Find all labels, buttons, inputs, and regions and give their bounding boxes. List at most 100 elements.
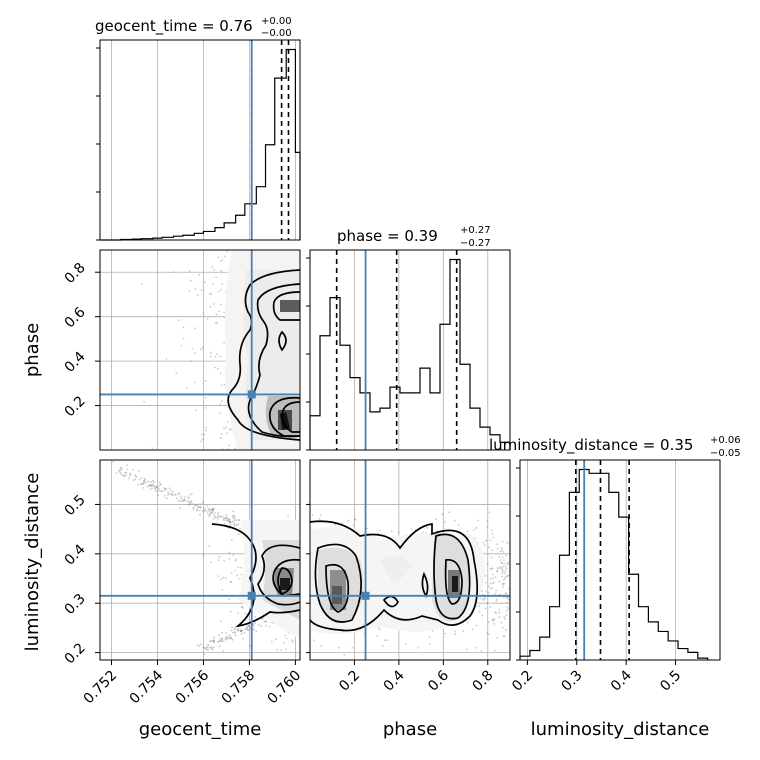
sample-point <box>233 627 236 629</box>
sample-point <box>230 539 233 541</box>
sample-point <box>200 348 202 351</box>
panel-phase-hist: phase = 0.39 +0.27 −0.27 <box>306 225 511 451</box>
sample-point <box>228 519 231 522</box>
sample-point <box>240 630 242 632</box>
sample-point <box>217 575 220 577</box>
title-plus: +0.00 <box>261 16 292 27</box>
panel-border <box>99 459 301 661</box>
sample-point <box>225 632 227 634</box>
sample-point <box>144 479 146 481</box>
sample-point <box>123 475 125 477</box>
sample-point <box>169 489 172 492</box>
sample-point <box>217 512 220 514</box>
sample-point <box>129 473 132 476</box>
sample-point <box>501 569 504 571</box>
panel-title: luminosity_distance = 0.35 <box>489 436 693 455</box>
sample-point <box>354 518 356 521</box>
sample-point <box>206 505 209 508</box>
sample-point <box>506 597 509 599</box>
sample-point <box>207 644 209 646</box>
sample-point <box>212 641 215 643</box>
sample-point <box>232 517 235 519</box>
sample-point <box>225 426 228 429</box>
sample-point <box>486 520 488 523</box>
sample-point <box>386 639 389 642</box>
sample-point <box>228 518 231 521</box>
sample-point <box>494 576 497 578</box>
sample-point <box>227 520 230 523</box>
sample-point <box>498 609 501 611</box>
sample-point <box>194 505 196 507</box>
truth-marker <box>361 591 370 600</box>
sample-point <box>223 316 226 319</box>
x-tick-label: 0.2 <box>336 668 363 695</box>
sample-point <box>151 447 154 449</box>
sample-point <box>242 637 245 640</box>
sample-point <box>500 567 503 570</box>
sample-point <box>120 468 122 471</box>
sample-point <box>219 436 222 439</box>
title-minus: −0.05 <box>710 448 741 459</box>
sample-point <box>485 607 487 610</box>
sample-point <box>224 638 227 641</box>
title-prefix: phase = 0.39 <box>337 227 438 245</box>
sample-point <box>159 483 162 486</box>
sample-point <box>197 506 200 508</box>
sample-point <box>134 474 137 476</box>
y-ticks <box>516 467 520 661</box>
sample-point <box>221 589 224 591</box>
sample-point <box>217 641 220 644</box>
sample-point <box>233 515 236 517</box>
sample-point <box>291 640 294 643</box>
sample-point <box>217 256 220 259</box>
sample-point <box>506 575 509 578</box>
sample-point <box>143 482 145 484</box>
sample-point <box>222 518 225 520</box>
sample-point <box>196 509 198 512</box>
sample-point <box>417 647 420 649</box>
sample-point <box>214 366 217 369</box>
sample-point <box>229 521 231 524</box>
sample-point <box>252 623 255 626</box>
sample-point <box>483 596 486 599</box>
sample-point <box>197 506 199 509</box>
sample-point <box>177 493 180 495</box>
sample-point <box>205 649 208 651</box>
sample-point <box>252 628 255 631</box>
sample-point <box>208 513 211 516</box>
panel-title: geocent_time = 0.76 <box>95 17 253 36</box>
sample-point <box>202 646 205 648</box>
sample-point <box>206 512 209 515</box>
sample-point <box>352 524 355 527</box>
sample-point <box>280 649 283 651</box>
sample-point <box>191 492 193 495</box>
sample-point <box>240 606 243 609</box>
sample-point <box>155 485 158 488</box>
sample-point <box>171 494 174 497</box>
sample-point <box>241 629 243 632</box>
sample-point <box>237 523 240 526</box>
sample-point <box>208 510 211 512</box>
quantile-lines <box>335 250 458 450</box>
sample-point <box>240 629 243 631</box>
sample-point <box>489 587 492 590</box>
sample-point <box>505 614 508 617</box>
sample-point <box>175 497 178 500</box>
sample-point <box>235 524 238 527</box>
sample-point <box>232 514 235 517</box>
sample-point <box>183 499 186 502</box>
sample-point <box>218 555 221 558</box>
sample-point <box>214 356 217 358</box>
y-ticks: 0.2 0.4 0.6 0.8 <box>62 260 100 420</box>
sample-point <box>188 497 190 500</box>
sample-point <box>132 479 135 482</box>
sample-point <box>220 578 222 581</box>
sample-point <box>498 611 501 614</box>
sample-point <box>215 276 218 279</box>
sample-point <box>150 484 153 487</box>
panel-border <box>99 39 301 241</box>
panel-border <box>309 459 511 661</box>
sample-point <box>435 518 437 521</box>
sample-point <box>204 281 206 284</box>
